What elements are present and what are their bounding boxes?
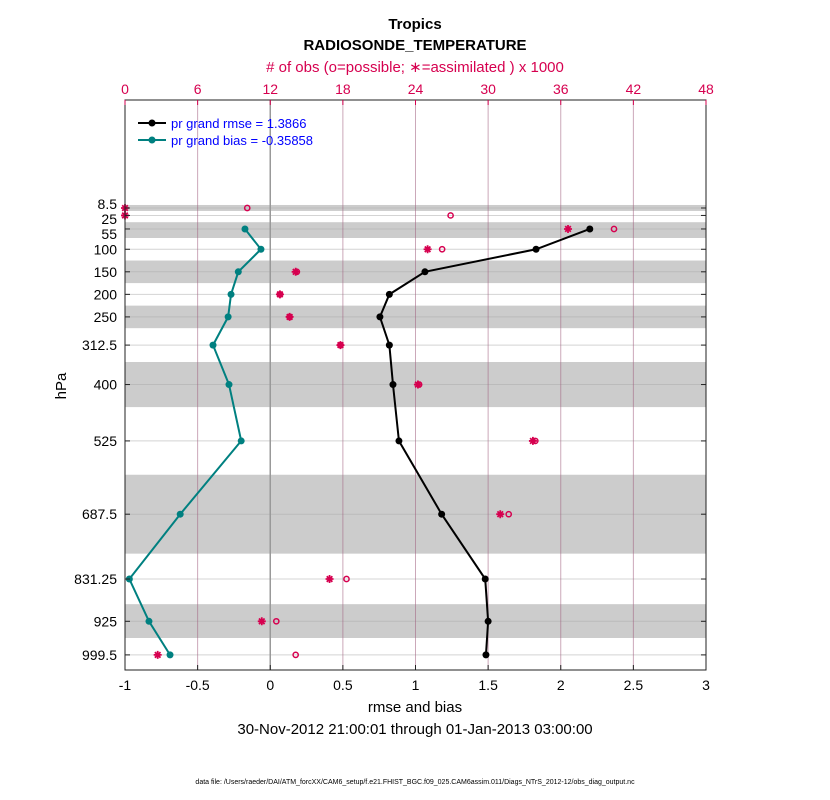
- y-tick-label: 250: [94, 309, 118, 325]
- rmse-point: [481, 575, 489, 583]
- y-tick-label: 200: [94, 286, 118, 302]
- x-tick-label: 1: [412, 677, 420, 693]
- legend-marker-bias: [148, 136, 156, 144]
- obs-assimilated-marker: [257, 617, 266, 626]
- bias-line: [128, 228, 263, 656]
- rmse-point: [376, 313, 384, 321]
- bias-point: [257, 245, 265, 253]
- bias-point: [224, 313, 232, 321]
- legend-bias: pr grand bias = -0.35858: [171, 133, 313, 148]
- obs-possible-marker: [505, 510, 513, 518]
- period-label: 30-Nov-2012 21:00:01 through 01-Jan-2013…: [237, 721, 592, 738]
- obs-assimilated-marker: [564, 224, 573, 233]
- y-tick-label: 55: [101, 226, 117, 242]
- x2-tick-label: 24: [408, 81, 424, 97]
- rmse-point: [482, 651, 490, 659]
- chart-title: Tropics: [388, 16, 441, 33]
- x-tick-label: -0.5: [186, 677, 210, 693]
- y-tick-label: 100: [94, 241, 118, 257]
- chart-subtitle: RADIOSONDE_TEMPERATURE: [303, 37, 526, 54]
- x-tick-label: -1: [119, 677, 132, 693]
- bias-point: [227, 290, 235, 298]
- rmse-point: [385, 341, 393, 349]
- obs-possible-marker: [610, 225, 618, 233]
- obs-possible-marker: [343, 575, 350, 583]
- footer-data-file: data file: /Users/raeder/DAI/ATM_forcXX/…: [195, 779, 635, 786]
- obs-assimilated-marker: [291, 267, 300, 276]
- x-tick-label: 2.5: [624, 677, 644, 693]
- y-axis-label: hPa: [53, 372, 70, 399]
- bias-point: [234, 268, 242, 276]
- rmse-point: [389, 381, 397, 389]
- obs-possible-marker: [272, 617, 280, 625]
- x-tick-label: 0.5: [333, 677, 353, 693]
- y-tick-label: 25: [101, 211, 117, 227]
- x-tick-label: 2: [557, 677, 565, 693]
- obs-possible-marker: [438, 245, 446, 253]
- x2-tick-label: 18: [335, 81, 351, 97]
- ticks: 8.52555100150200250312.5400525687.5831.2…: [74, 81, 714, 693]
- y-tick-label: 400: [94, 377, 118, 393]
- legend-marker-rmse: [148, 119, 156, 127]
- x-tick-label: 0: [266, 677, 274, 693]
- y-tick-label: 925: [94, 613, 118, 629]
- obs-assimilated-marker: [153, 650, 162, 659]
- y-tick-label: 687.5: [82, 506, 117, 522]
- obs-assimilated-marker: [423, 245, 432, 254]
- bias-point: [225, 381, 233, 389]
- x-tick-label: 3: [702, 677, 710, 693]
- top-axis-label: # of obs (o=possible; ∗=assimilated ) x …: [266, 59, 564, 76]
- x-tick-label: 1.5: [478, 677, 498, 693]
- obs-assimilated-marker: [275, 290, 284, 299]
- rmse-point: [438, 510, 446, 518]
- obs-assimilated-marker: [325, 575, 334, 584]
- x2-tick-label: 42: [626, 81, 642, 97]
- bias-point: [166, 651, 174, 659]
- x2-tick-label: 0: [121, 81, 129, 97]
- rmse-point: [395, 437, 403, 445]
- x2-tick-label: 12: [262, 81, 278, 97]
- obs-possible-marker: [447, 212, 454, 219]
- rmse-point: [421, 268, 429, 276]
- x2-tick-label: 48: [698, 81, 714, 97]
- x2-tick-label: 6: [194, 81, 202, 97]
- bias-point: [241, 225, 249, 233]
- x2-tick-label: 30: [480, 81, 496, 97]
- y-tick-label: 8.5: [98, 196, 118, 212]
- legend: pr grand rmse = 1.3866 pr grand bias = -…: [138, 116, 313, 148]
- y-tick-label: 312.5: [82, 337, 117, 353]
- legend-rmse: pr grand rmse = 1.3866: [171, 116, 307, 131]
- series: [125, 225, 594, 659]
- x-axis-label: rmse and bias: [368, 699, 462, 716]
- rmse-point: [532, 245, 540, 253]
- x2-tick-label: 36: [553, 81, 569, 97]
- obs-assimilated-marker: [413, 380, 422, 389]
- obs-possible-marker: [292, 651, 300, 659]
- rmse-point: [586, 225, 594, 233]
- obs-assimilated-marker: [285, 312, 294, 321]
- y-tick-label: 831.25: [74, 571, 117, 587]
- obs-possible-marker: [243, 204, 251, 212]
- bias-point: [176, 510, 184, 518]
- bias-point: [145, 617, 153, 625]
- bias-point: [237, 437, 245, 445]
- y-tick-label: 525: [94, 433, 118, 449]
- obs-assimilated-marker: [528, 436, 537, 445]
- rmse-point: [484, 617, 492, 625]
- y-tick-label: 999.5: [82, 647, 117, 663]
- obs-assimilated-marker: [336, 341, 345, 350]
- rmse-point: [385, 290, 393, 298]
- obs-assimilated-marker: [496, 510, 505, 519]
- bias-point: [209, 341, 217, 349]
- rmse-line: [378, 228, 591, 655]
- y-tick-label: 150: [94, 264, 118, 280]
